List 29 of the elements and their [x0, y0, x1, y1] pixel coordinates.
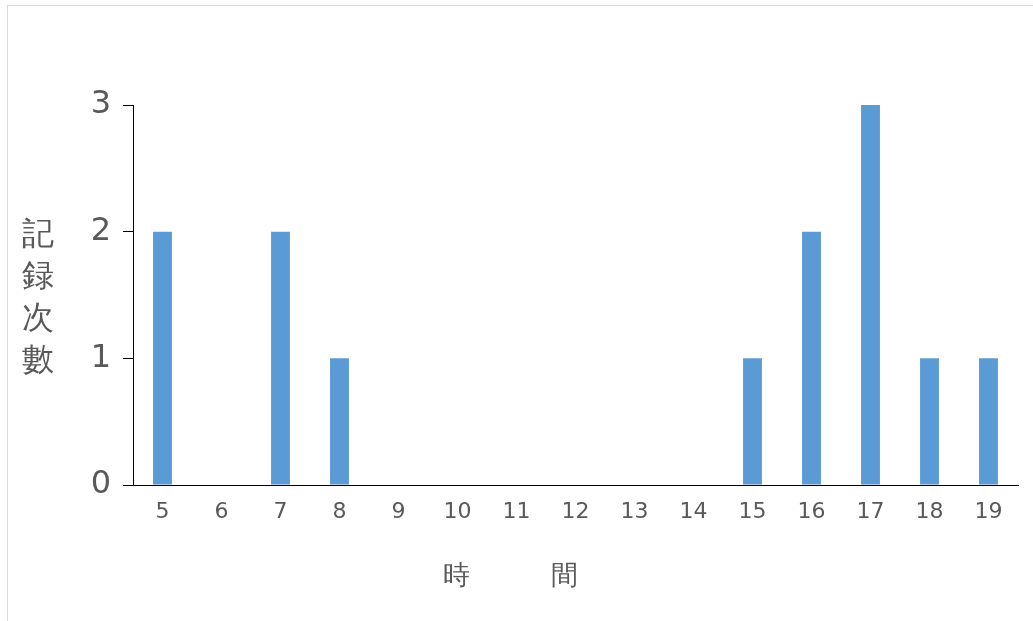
x-tick-label: 10: [443, 497, 472, 523]
x-tick-label: 19: [974, 497, 1003, 523]
bar: [979, 358, 998, 485]
y-tick-label: 0: [90, 463, 111, 502]
x-tick-label: 12: [561, 497, 590, 523]
x-tick-label: 16: [797, 497, 826, 523]
bar: [802, 231, 821, 485]
x-tick-label: 5: [155, 497, 170, 523]
y-tick-label: 1: [90, 336, 111, 375]
x-tick-label: 13: [620, 497, 649, 523]
bar: [153, 231, 172, 485]
x-tick-label: 11: [502, 497, 531, 523]
y-tick-label: 3: [90, 83, 111, 122]
x-tick-label: 7: [273, 497, 288, 523]
x-tick-label: 8: [332, 497, 347, 523]
bar: [861, 105, 880, 485]
bar: [271, 231, 290, 485]
x-tick-label: 9: [391, 497, 406, 523]
x-tick-label: 15: [738, 497, 767, 523]
x-tick-label: 6: [214, 497, 229, 523]
bar: [920, 358, 939, 485]
bar: [330, 358, 349, 485]
x-tick-label: 18: [915, 497, 944, 523]
y-axis-title: 記録次數: [21, 213, 55, 380]
y-tick-label: 2: [90, 209, 111, 248]
x-tick-label: 17: [856, 497, 885, 523]
x-axis-title: 時 間: [441, 558, 579, 592]
x-tick-label: 14: [679, 497, 708, 523]
bar: [743, 358, 762, 485]
